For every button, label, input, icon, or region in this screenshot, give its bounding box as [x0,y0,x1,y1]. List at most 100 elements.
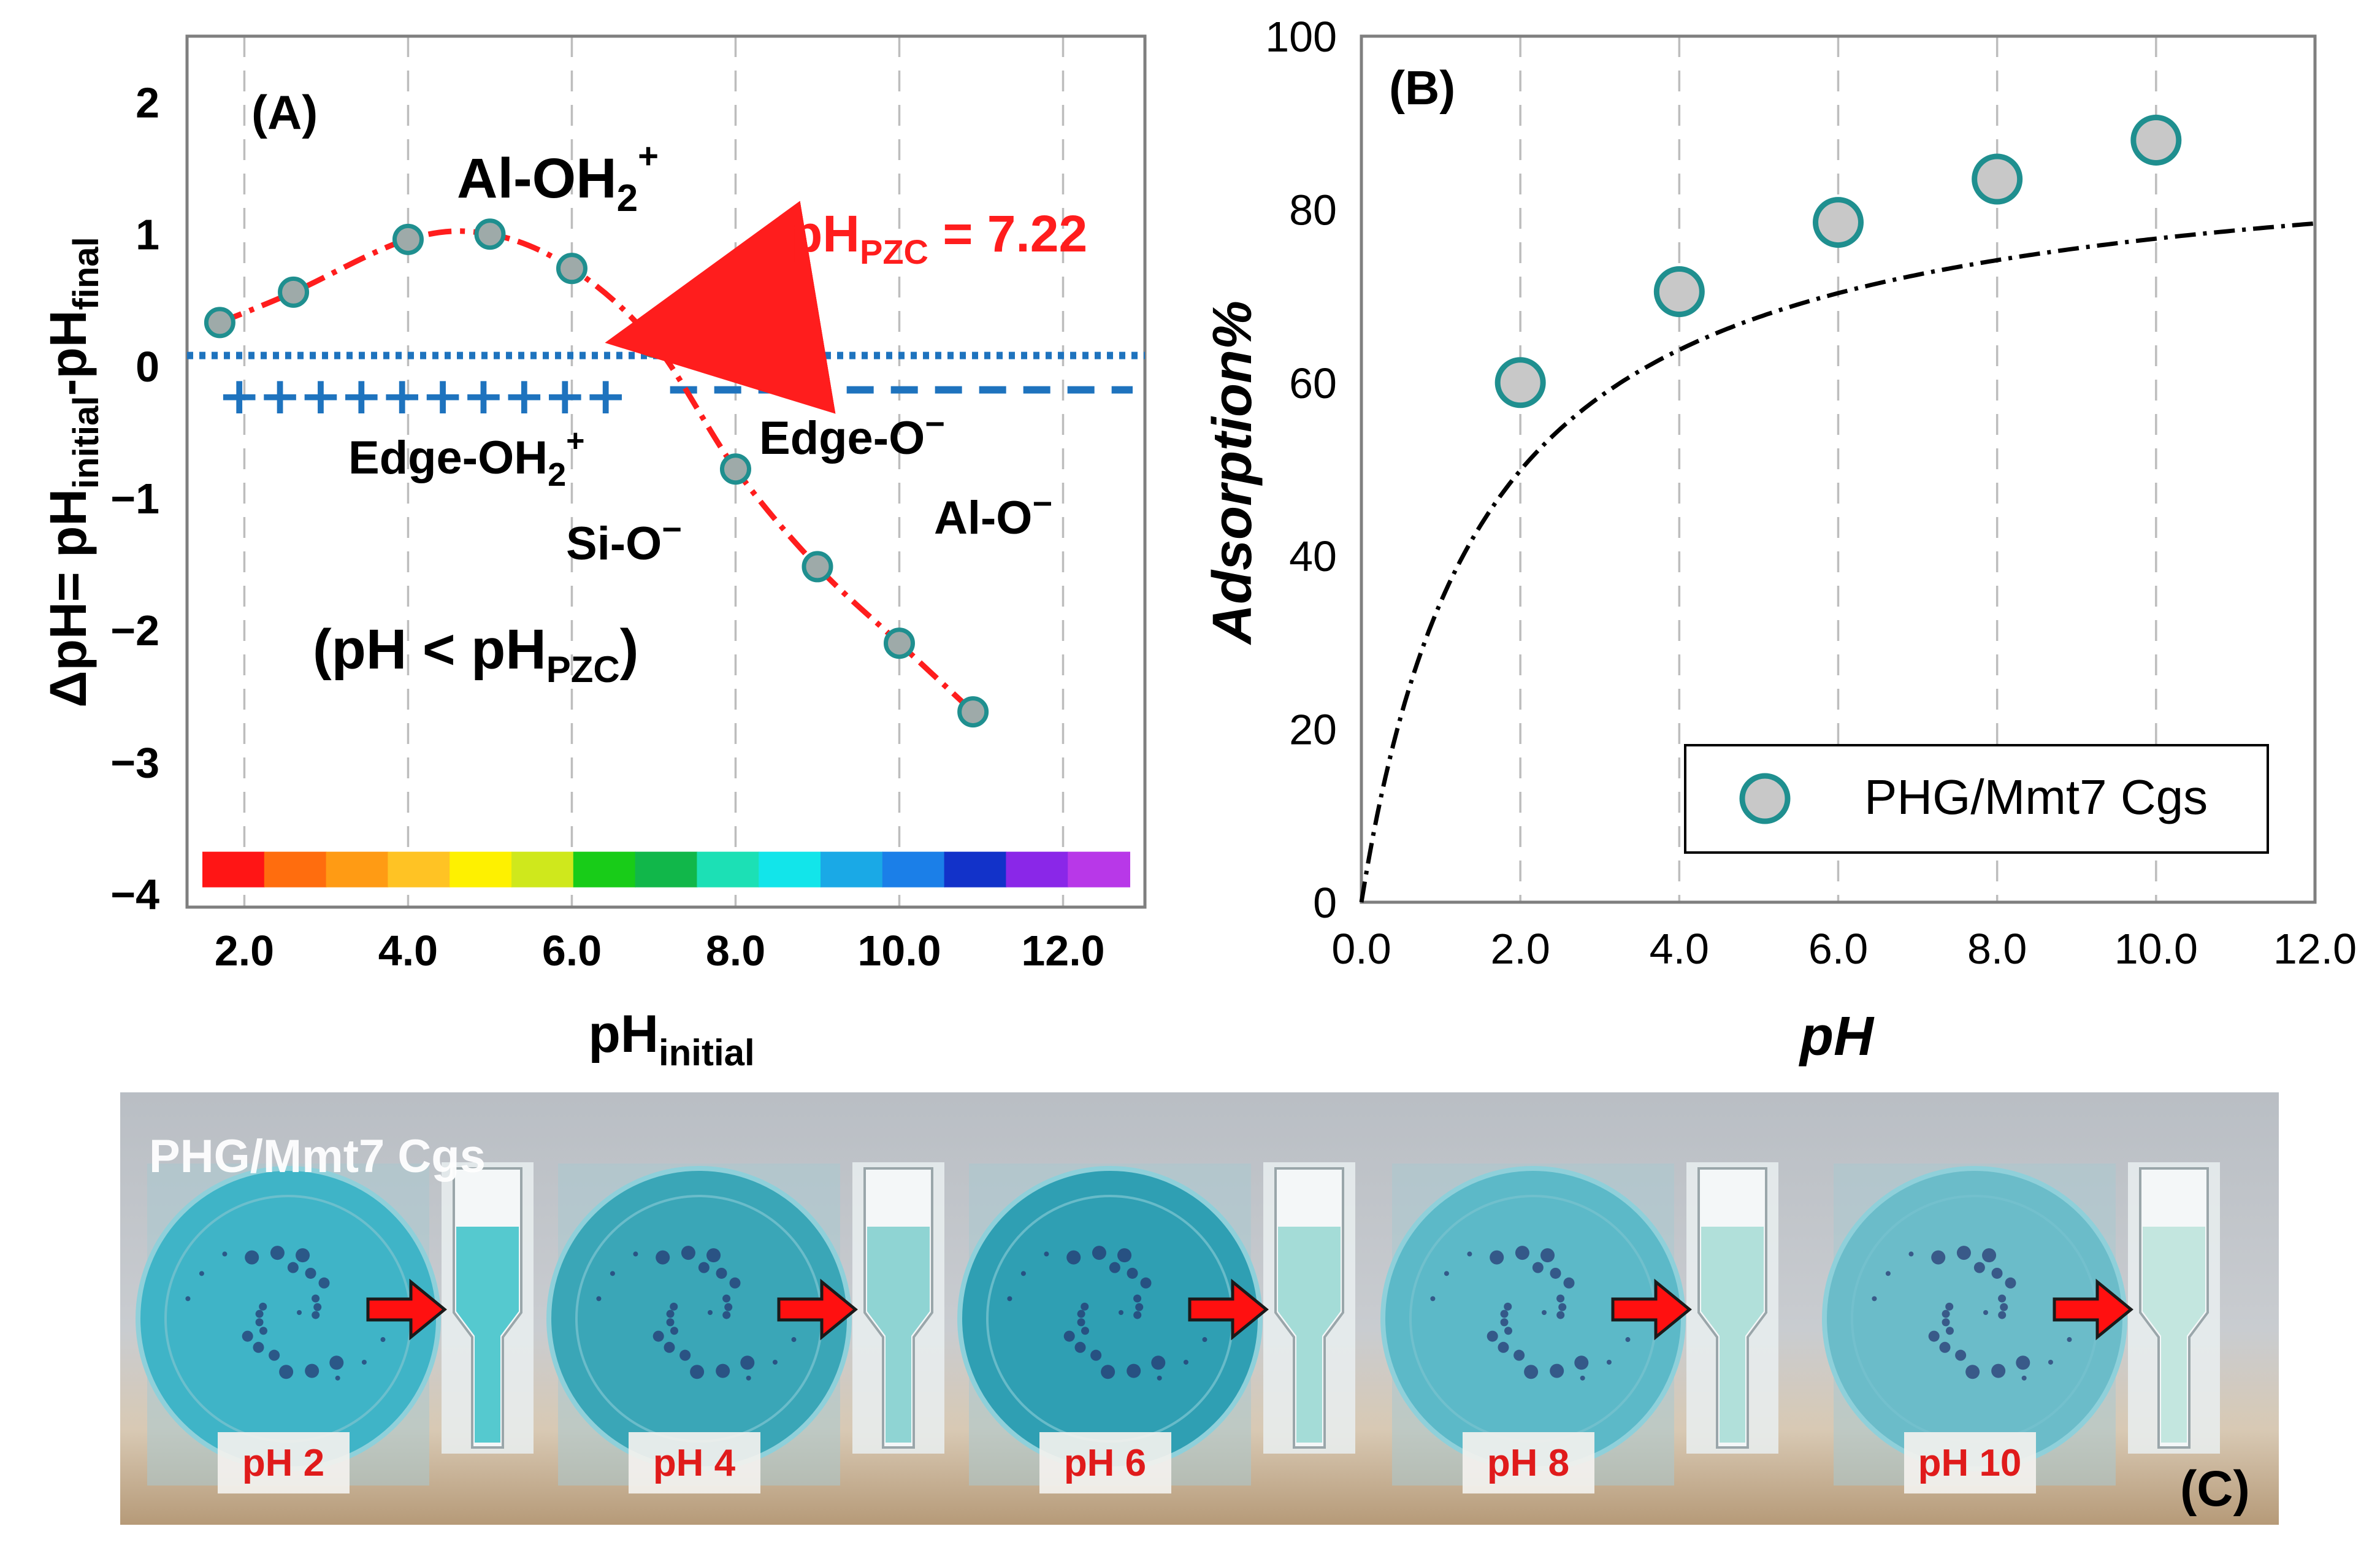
cuvette-solution [2143,1227,2205,1443]
edge-oh2-label: Edge-OH2+ [348,423,585,493]
adsorbent-particle [1606,1359,1612,1365]
panel-b-x-tick: 2.0 [1491,925,1550,973]
adsorbent-particle [245,1250,259,1265]
adsorbent-particle [746,1375,751,1381]
panel-b-y-tick: 0 [1313,879,1337,927]
adsorbent-particle [1500,1309,1509,1318]
panel-a-data-point [556,253,587,285]
colorbar-segment [821,851,883,888]
adsorbent-particle [270,1246,285,1260]
panel-a-data-point [957,696,989,728]
adsorbent-particle [1183,1359,1188,1365]
panel-a-x-axis-title: pHinitial [588,1005,754,1073]
adsorbent-particle [1872,1296,1877,1302]
panel-b-data-point [2130,114,2182,166]
panel-a-x-tick: 4.0 [378,927,438,975]
panel-a-x-tick: 10.0 [857,927,941,975]
adsorbent-particle [1157,1375,1162,1381]
colorbar-segment [202,851,265,888]
colorbar-segment [450,851,512,888]
adsorbent-particle [1504,1302,1512,1311]
panel-a-x-tick: 8.0 [706,927,765,975]
cuvette-solution [867,1227,930,1443]
adsorbent-particle [1063,1330,1075,1342]
panel-b-x-tick: 6.0 [1808,925,1868,973]
sample-group: pH 2 [136,1162,534,1493]
adsorbent-particle [313,1303,322,1311]
colorbar-segment [944,851,1007,888]
cuvette-solution [456,1227,519,1443]
panel-c-photo: pH 2 pH 4 pH 6 pH 8 pH 10 PHG/Mmt7 Cgs (C) [120,1092,2279,1525]
adsorbent-particle [1430,1296,1436,1302]
adsorbent-particle [2005,1277,2016,1289]
adsorbent-particle [1556,1294,1565,1303]
adsorbent-particle [1020,1271,1026,1276]
adsorbent-particle [1524,1365,1539,1379]
photo-samples: pH 2 pH 4 pH 6 pH 8 pH 10 [136,1162,2220,1493]
ph-label-box [218,1432,350,1493]
adsorbent-particle [656,1250,670,1265]
adsorbent-particle [318,1277,330,1289]
adsorbent-particle [664,1341,675,1353]
adsorbent-particle [1487,1330,1498,1342]
adsorbent-particle [633,1251,638,1257]
adsorbent-particle [1908,1251,1914,1257]
panel-b-x-tick: 10.0 [2114,925,2198,973]
adsorbent-particle [791,1337,797,1343]
legend-series-name: PHG/Mmt7 Cgs [1864,770,2208,824]
adsorbent-particle [708,1310,713,1315]
adsorbent-particle [1081,1327,1089,1335]
panel-b-x-tick-labels: 0.0 2.0 4.0 6.0 8.0 10.0 12.0 [1331,925,2357,973]
photo-title: PHG/Mmt7 Cgs [149,1130,486,1183]
adsorbent-particle [1127,1363,1141,1378]
panel-a-y-tick-labels: 2 1 0 −1 −2 −3 −4 [110,79,159,919]
adsorbent-particle [1140,1277,1152,1289]
adsorbent-particle [1998,1311,2007,1319]
adsorbent-particle [722,1294,731,1303]
colorbar-segment [697,851,760,888]
adsorbent-particle [269,1349,280,1361]
colorbar-segment [326,851,389,888]
adsorbent-particle [1580,1375,1585,1381]
adsorbent-particle [1513,1349,1525,1361]
legend-marker [1739,773,1791,824]
adsorbent-particle [255,1309,264,1318]
adsorbent-particle [2067,1337,2072,1343]
adsorbent-particle [312,1311,320,1319]
adsorbent-particle [380,1337,386,1343]
ph-below-pzc-label: (pH < pHPZC) [313,618,638,690]
panel-a-x-tick: 12.0 [1021,927,1104,975]
adsorbent-particle [1504,1327,1512,1335]
ph-label-box [1039,1432,1171,1493]
adsorbent-particle [706,1248,721,1263]
colorbar-segment [1006,851,1069,888]
adsorbent-particle [1467,1251,1472,1257]
adsorbent-particle [305,1363,320,1378]
adsorbent-particle [1092,1246,1106,1260]
panel-a-y-tick: 0 [136,343,159,391]
adsorbent-particle [670,1327,678,1335]
adsorbent-particle [1109,1262,1120,1273]
adsorbent-particle [1563,1277,1575,1289]
panel-a-y-tick: −2 [110,607,159,654]
sample-group: pH 8 [1380,1162,1778,1493]
adsorbent-particle [1077,1318,1085,1327]
colorbar-segment [1068,851,1130,888]
adsorbent-particle [724,1303,733,1311]
adsorbent-particle [1550,1267,1561,1279]
panel-a-data-point [392,223,424,255]
red-arrow-icon [1611,1278,1692,1341]
adsorbent-particle [596,1296,602,1302]
sample-group: pH 6 [957,1162,1355,1493]
adsorbent-particle [253,1341,264,1353]
sample-group: pH 4 [546,1162,944,1493]
panel-a-data-point [638,326,670,358]
adsorbent-particle [1550,1363,1564,1378]
adsorbent-particle [1542,1310,1547,1315]
panel-a-chart: 2.0 4.0 6.0 8.0 10.0 12.0 2 1 0 −1 −2 −3 −4 (A) +++… [39,34,1147,1073]
adsorbent-particle [1574,1355,1589,1370]
panel-b-y-tick-labels: 100 80 60 40 20 0 [1265,13,1337,927]
adsorbent-particle [772,1359,778,1365]
adsorbent-particle [1556,1311,1565,1319]
adsorbent-particle [312,1294,320,1303]
